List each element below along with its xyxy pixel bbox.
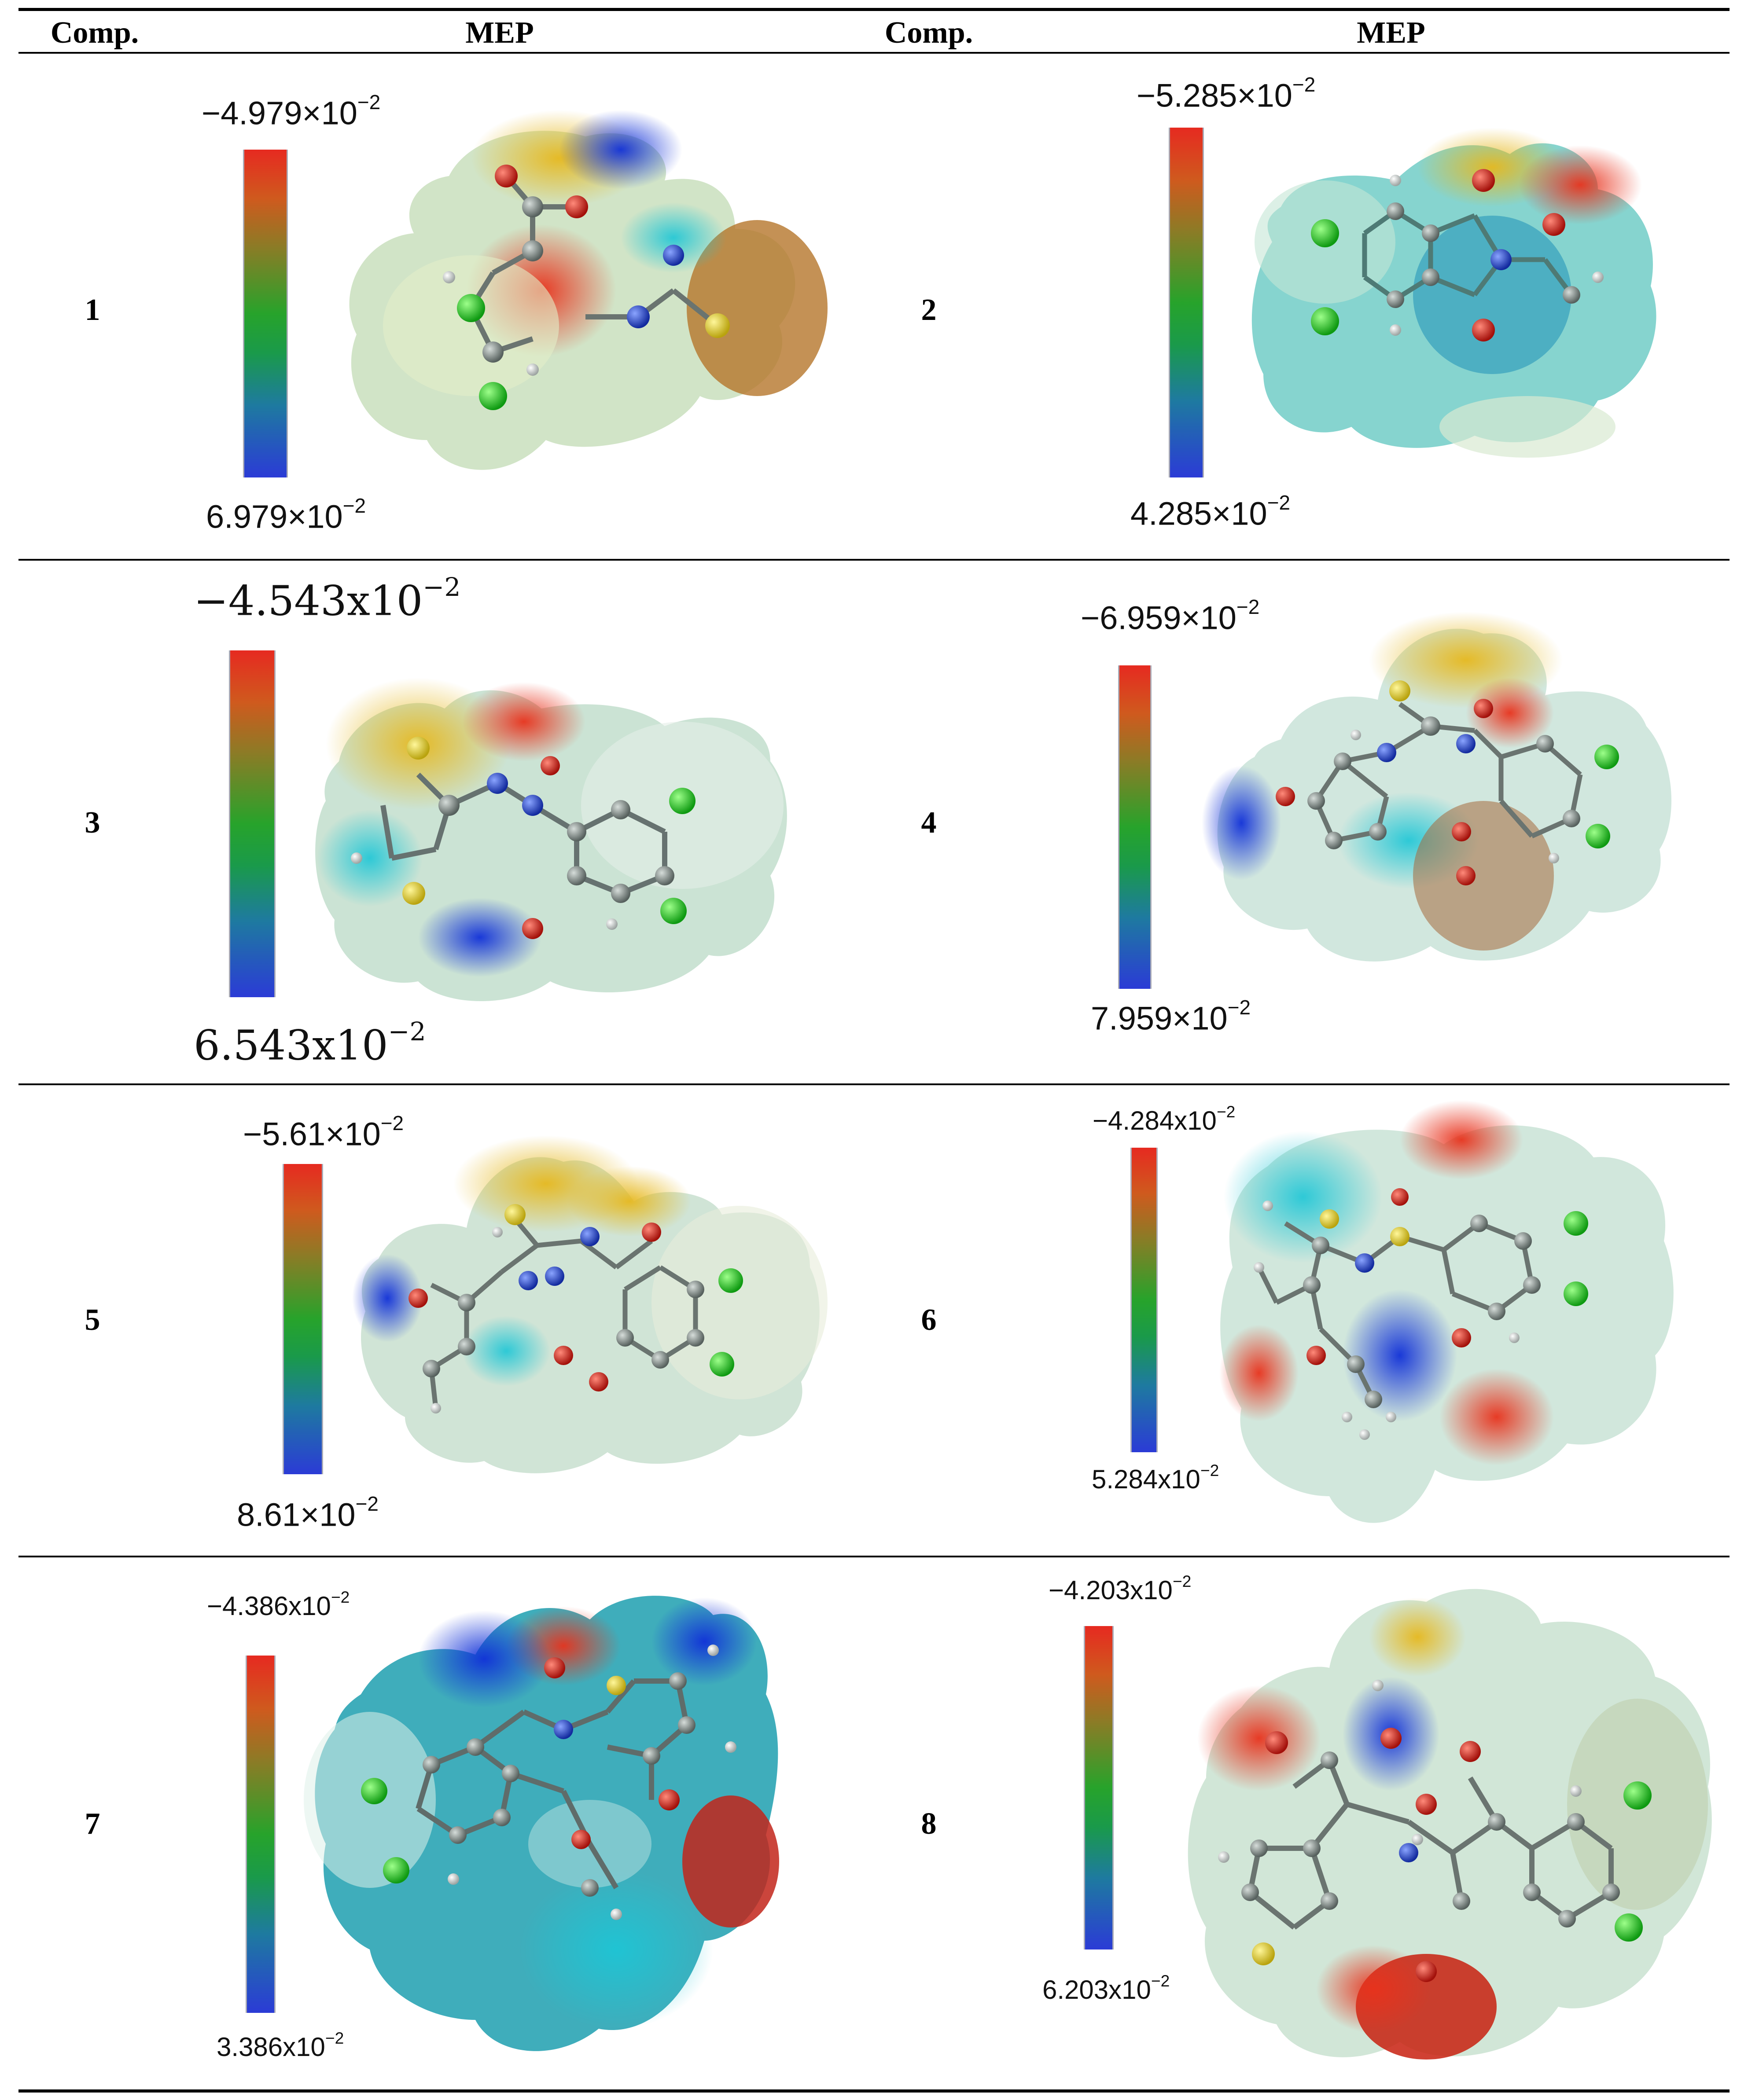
mep-color-scale xyxy=(229,650,276,997)
scale-min-label: 4.285×10−2 xyxy=(1130,491,1291,532)
header-comp-right: Comp. xyxy=(884,16,973,50)
mep-color-scale xyxy=(283,1164,323,1474)
scale-max-label: −4.979×10−2 xyxy=(202,91,381,132)
compound-id: 5 xyxy=(85,1303,100,1337)
scale-max-label: −4.203x10−2 xyxy=(1049,1572,1192,1605)
header-rule xyxy=(18,52,1730,54)
scale-max-label: −6.959×10−2 xyxy=(1081,595,1260,636)
scale-max-label: −4.284x10−2 xyxy=(1093,1102,1236,1135)
mep-color-scale xyxy=(1130,1148,1158,1452)
mep-color-scale xyxy=(1084,1626,1114,1949)
compound-id: 1 xyxy=(85,293,100,327)
compound-id: 6 xyxy=(921,1303,937,1337)
scale-min-label: 7.959×10−2 xyxy=(1091,996,1251,1037)
table-bottom-rule xyxy=(18,2089,1730,2093)
compound-id: 3 xyxy=(85,806,100,840)
compound-id: 8 xyxy=(921,1807,937,1841)
scale-min-label: 6.203x10−2 xyxy=(1042,1972,1170,2005)
mep-surface-render xyxy=(304,1596,779,2051)
mep-color-scale xyxy=(1118,665,1152,989)
scale-max-label: −4.543x10−2 xyxy=(194,572,461,625)
scale-max-label: −5.285×10−2 xyxy=(1137,73,1316,114)
mep-surface-render xyxy=(1188,1589,1712,2060)
mep-surface-render xyxy=(352,1135,828,1473)
mep-surface-render xyxy=(1219,1100,1674,1523)
mep-surface-render xyxy=(349,110,828,470)
compound-id: 7 xyxy=(85,1807,100,1841)
mep-color-scale xyxy=(1169,128,1204,477)
scale-min-label: 8.61×10−2 xyxy=(237,1492,379,1533)
row-divider xyxy=(18,559,1730,561)
row-divider xyxy=(18,1556,1730,1557)
compound-id: 2 xyxy=(921,293,937,327)
row-divider xyxy=(18,1083,1730,1085)
scale-min-label: 5.284x10−2 xyxy=(1092,1461,1219,1494)
header-mep-right: MEP xyxy=(1357,16,1425,50)
mep-surface-render xyxy=(315,678,787,1001)
scale-max-label: −4.386x10−2 xyxy=(207,1588,350,1621)
scale-min-label: 6.979×10−2 xyxy=(206,494,366,535)
table-top-rule xyxy=(18,8,1730,11)
header-comp-left: Comp. xyxy=(50,16,139,50)
compound-id: 4 xyxy=(921,806,937,840)
mep-surface-render xyxy=(1251,128,1656,458)
scale-min-label: 6.543x10−2 xyxy=(194,1017,426,1070)
mep-color-scale xyxy=(246,1656,276,2013)
scale-max-label: −5.61×10−2 xyxy=(243,1112,404,1153)
mep-surface-render xyxy=(1202,612,1672,962)
scale-min-label: 3.386x10−2 xyxy=(217,2029,344,2062)
header-mep-left: MEP xyxy=(465,16,534,50)
mep-color-scale xyxy=(243,150,288,477)
